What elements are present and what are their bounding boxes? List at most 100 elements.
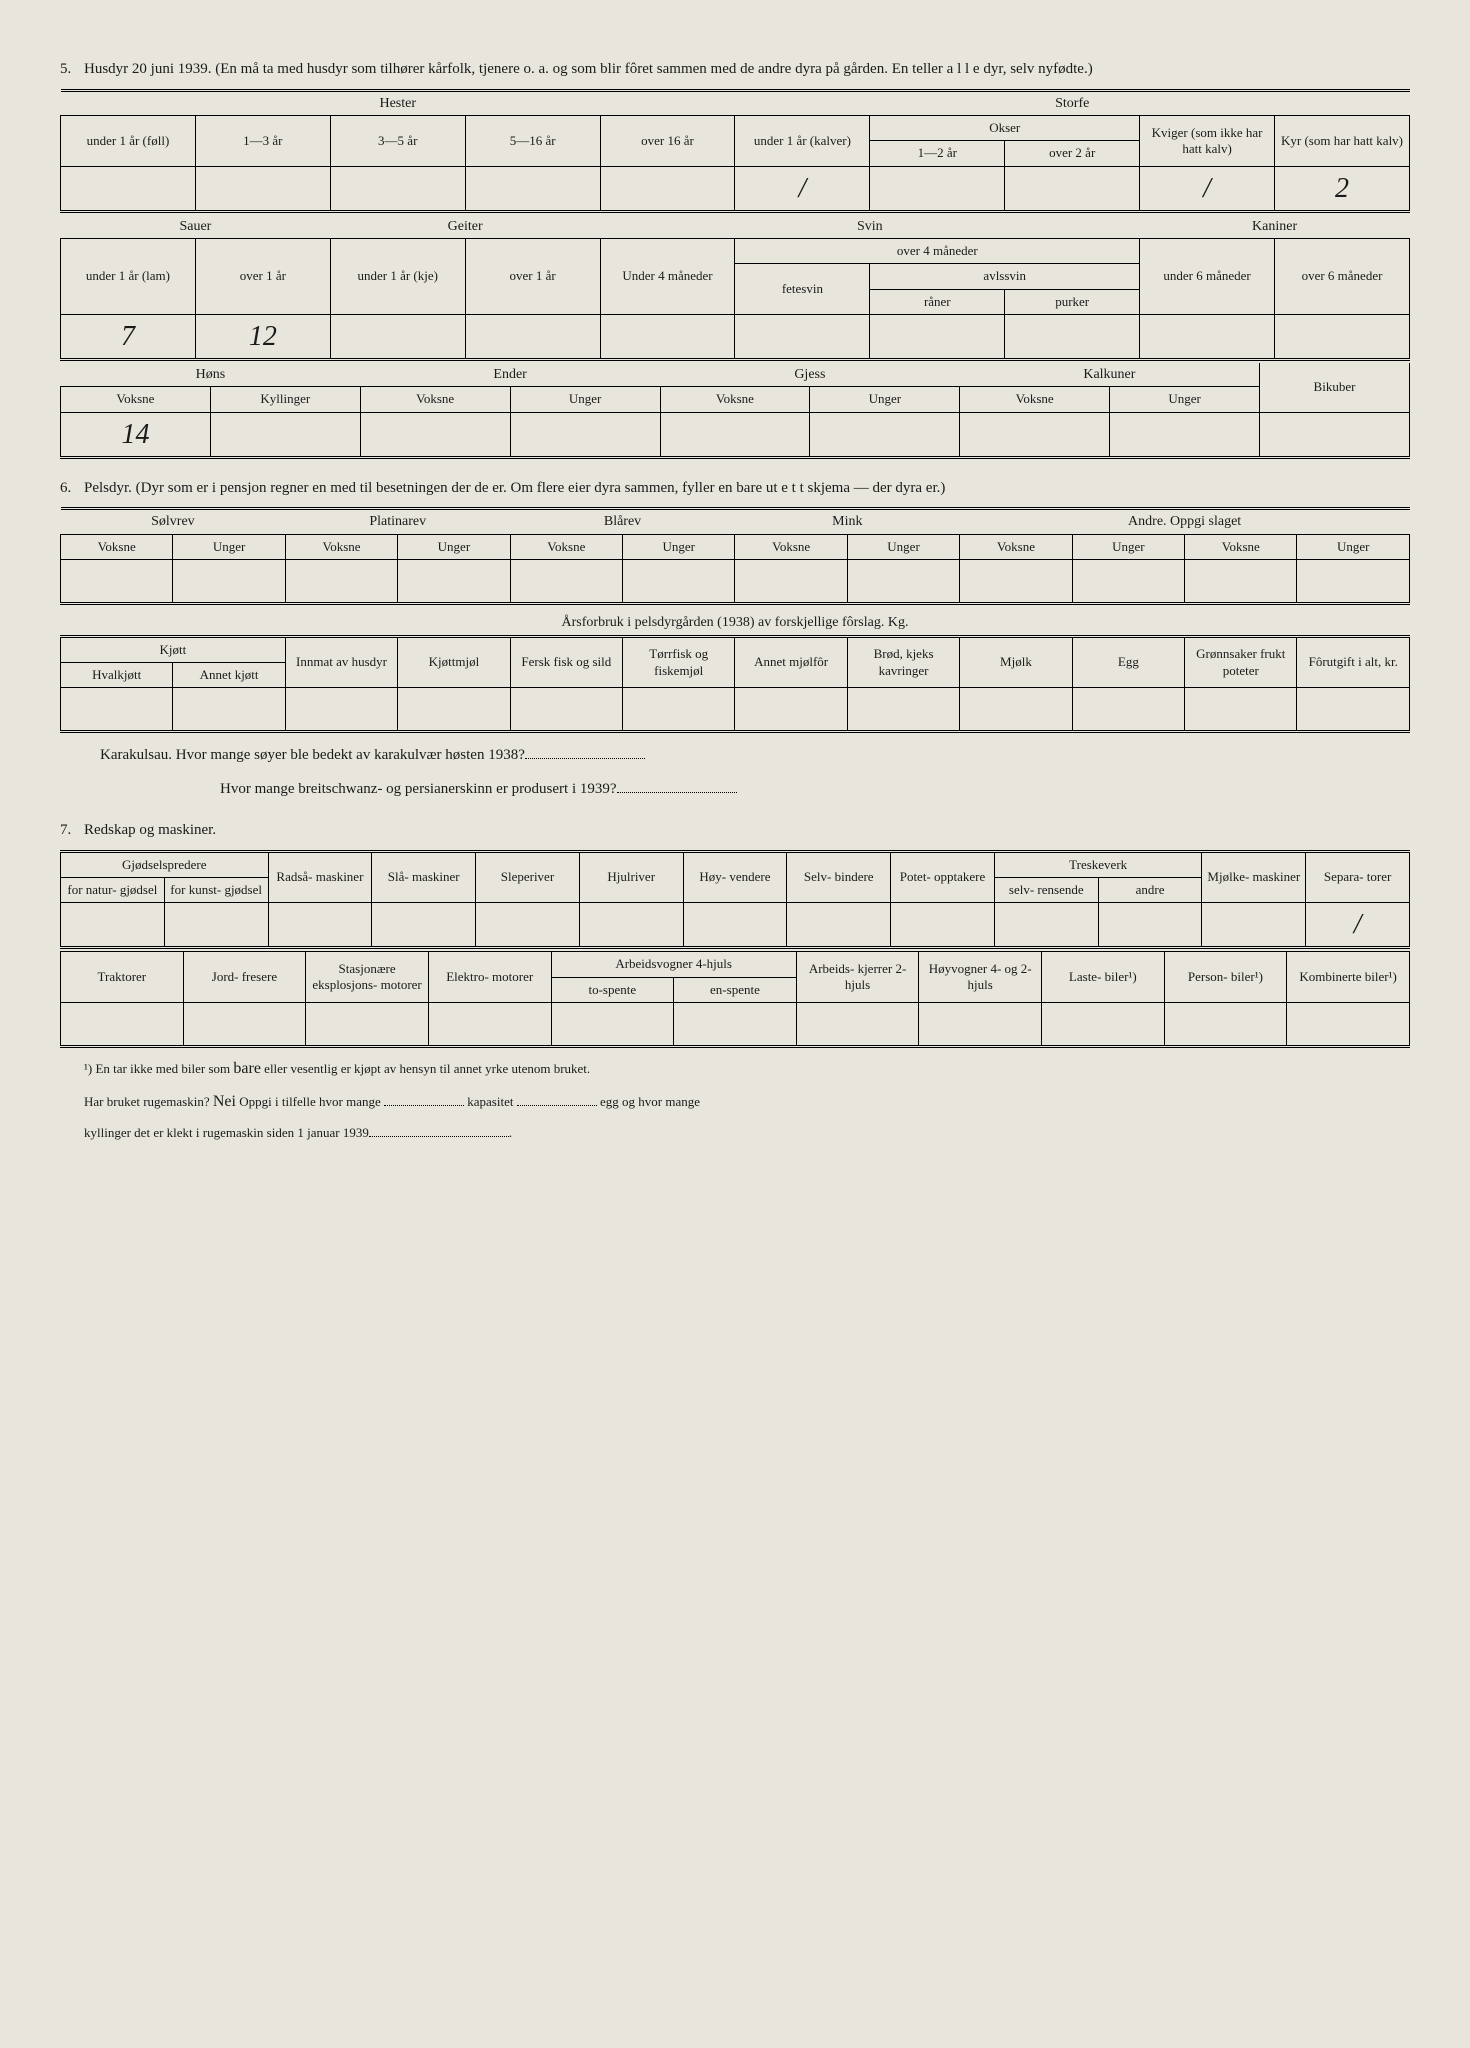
col-annet: Annet mjølfôr <box>735 636 847 688</box>
answer-nei: Nei <box>213 1093 236 1110</box>
group-kaniner: Kaniner <box>1140 215 1410 239</box>
cell-r1-3 <box>268 903 372 948</box>
col-hjulriver: Hjulriver <box>579 851 683 903</box>
footnote-biler: ¹) En tar ikke med biler som bare eller … <box>84 1056 1410 1082</box>
col-tospent: to-spente <box>551 977 674 1002</box>
cell-hons-k <box>210 412 360 457</box>
col-ender-u: Unger <box>510 387 660 412</box>
table-hester-storfe: Hester Storfe under 1 år (føll) 1—3 år 3… <box>60 89 1410 213</box>
col-kjottmjol: Kjøttmjøl <box>398 636 510 688</box>
col-potet: Potet- opptakere <box>891 851 995 903</box>
col-stasj: Stasjonære eksplosjons- motorer <box>306 952 429 1003</box>
col-raner: råner <box>870 289 1005 314</box>
question-rugemaskin2: kyllinger det er klekt i rugemaskin side… <box>84 1123 1410 1144</box>
col-svin-o4: over 4 måneder <box>735 239 1140 264</box>
cell-r1-11 <box>1098 903 1202 948</box>
cell-ender-v <box>360 412 510 457</box>
table-poultry: Høns Ender Gjess Kalkuner Bikuber Voksne… <box>60 363 1410 459</box>
col-geit-u1: under 1 år (kje) <box>330 239 465 315</box>
cell-r2-7 <box>796 1002 919 1046</box>
cell-kan-o6 <box>1275 314 1410 359</box>
section7-heading: 7.Redskap og maskiner. <box>60 819 1410 842</box>
col-laste: Laste- biler¹) <box>1042 952 1165 1003</box>
col-torrfisk: Tørrfisk og fiskemjøl <box>623 636 735 688</box>
cell-bikuber <box>1260 412 1410 457</box>
cell-sau-o1: 12 <box>195 314 330 359</box>
col-radsa: Radså- maskiner <box>268 851 372 903</box>
footnote-handwritten: bare <box>233 1060 261 1077</box>
cell-kan-u6 <box>1140 314 1275 359</box>
col-hest-u1: under 1 år (føll) <box>61 116 196 167</box>
cell-a2-u <box>1297 559 1410 603</box>
cell-plat-v <box>285 559 397 603</box>
cell-feed-7 <box>735 688 847 732</box>
cell-fetesvin <box>735 314 870 359</box>
col-sol-u: Unger <box>173 534 285 559</box>
col-kviger: Kviger (som ikke har hatt kalv) <box>1140 116 1275 167</box>
cell-feed-11 <box>1185 688 1297 732</box>
col-bla-u: Unger <box>623 534 735 559</box>
section5-heading: 5.Husdyr 20 juni 1939. (En må ta med hus… <box>60 58 1410 81</box>
col-brod: Brød, kjeks kavringer <box>847 636 959 688</box>
group-sauer: Sauer <box>61 215 331 239</box>
col-sla: Slå- maskiner <box>372 851 476 903</box>
col-kyr: Kyr (som har hatt kalv) <box>1275 116 1410 167</box>
cell-r1-7 <box>683 903 787 948</box>
col-arbeids2: Arbeids- kjerrer 2-hjuls <box>796 952 919 1003</box>
cell-r1-1 <box>61 903 165 948</box>
col-gjodsel: Gjødselspredere <box>61 851 269 877</box>
col-kan-u6: under 6 måneder <box>1140 239 1275 315</box>
cell-hons-v: 14 <box>61 412 211 457</box>
cell-mink-v <box>735 559 847 603</box>
col-gjess-u: Unger <box>810 387 960 412</box>
cell-okser-o2 <box>1005 166 1140 211</box>
col-treske: Treskeverk <box>994 851 1202 877</box>
col-komb: Kombinerte biler¹) <box>1287 952 1410 1003</box>
col-a1-v: Voksne <box>960 534 1072 559</box>
col-traktorer: Traktorer <box>61 952 184 1003</box>
col-sol-v: Voksne <box>61 534 173 559</box>
feed-caption: Årsforbruk i pelsdyrgården (1938) av for… <box>60 615 1410 631</box>
col-sleperiver: Sleperiver <box>476 851 580 903</box>
group-blarev: Blårev <box>510 509 735 535</box>
group-andre: Andre. Oppgi slaget <box>960 509 1410 535</box>
cell-r2-2 <box>183 1002 306 1046</box>
group-platinarev: Platinarev <box>285 509 510 535</box>
col-kjott: Kjøtt <box>61 636 286 662</box>
cell-hest-o16 <box>600 166 735 211</box>
cell-r1-12 <box>1202 903 1306 948</box>
col-okser: Okser <box>870 116 1140 141</box>
col-storfe-u1: under 1 år (kalver) <box>735 116 870 167</box>
col-hest-516: 5—16 år <box>465 116 600 167</box>
col-bikuber: Bikuber <box>1260 363 1410 412</box>
cell-r1-8 <box>787 903 891 948</box>
col-hest-13: 1—3 år <box>195 116 330 167</box>
cell-r2-3 <box>306 1002 429 1046</box>
col-hvalkjott: Hvalkjøtt <box>61 663 173 688</box>
table-redskap1: Gjødselspredere Radså- maskiner Slå- mas… <box>60 850 1410 950</box>
col-forutgift: Fôrutgift i alt, kr. <box>1297 636 1410 688</box>
col-okser-o2: over 2 år <box>1005 141 1140 166</box>
cell-ender-u <box>510 412 660 457</box>
group-solvrev: Sølvrev <box>61 509 286 535</box>
col-gronn: Grønnsaker frukt poteter <box>1185 636 1297 688</box>
cell-svin-u4 <box>600 314 735 359</box>
col-bla-v: Voksne <box>510 534 622 559</box>
table-feed: Kjøtt Innmat av husdyr Kjøttmjøl Fersk f… <box>60 635 1410 734</box>
col-mjolke: Mjølke- maskiner <box>1202 851 1306 903</box>
group-storfe: Storfe <box>735 90 1410 116</box>
cell-kviger: / <box>1140 166 1275 211</box>
col-enspent: en-spente <box>674 977 797 1002</box>
col-hoy: Høy- vendere <box>683 851 787 903</box>
cell-feed-3 <box>285 688 397 732</box>
cell-feed-9 <box>960 688 1072 732</box>
group-svin: Svin <box>600 215 1140 239</box>
cell-sol-u <box>173 559 285 603</box>
col-arbeids4: Arbeidsvogner 4-hjuls <box>551 952 796 977</box>
cell-r2-9 <box>1042 1002 1165 1046</box>
cell-a1-v <box>960 559 1072 603</box>
col-hest-35: 3—5 år <box>330 116 465 167</box>
cell-raner <box>870 314 1005 359</box>
cell-r2-4 <box>428 1002 551 1046</box>
cell-sau-u1: 7 <box>61 314 196 359</box>
